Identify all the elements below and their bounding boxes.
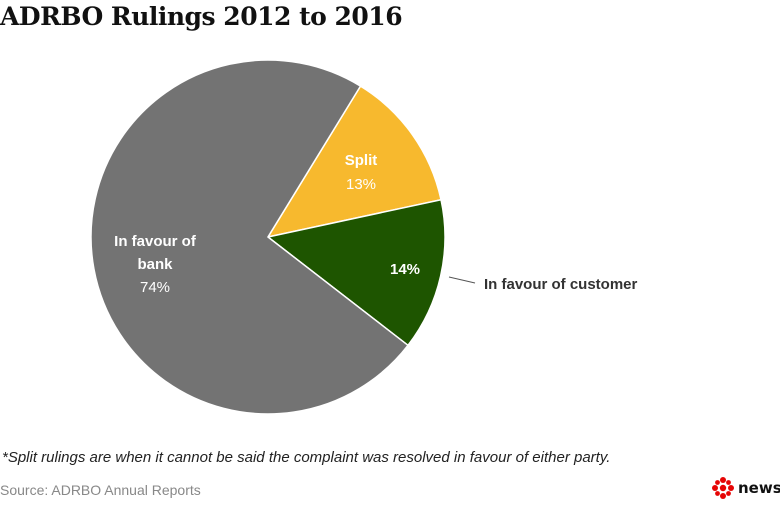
pie-label-split: Split bbox=[345, 152, 378, 169]
pie-slices bbox=[90, 59, 446, 415]
pie-label-bank-line2: bank bbox=[137, 256, 173, 273]
pie-callout-customer: In favour of customer bbox=[484, 276, 638, 293]
pie-slice-customer bbox=[266, 198, 446, 347]
logo-text: news bbox=[738, 479, 780, 497]
pie-label-bank-line1: In favour of bbox=[114, 233, 197, 250]
pie-value-bank: 74% bbox=[140, 279, 170, 296]
callout-line-customer bbox=[448, 276, 476, 284]
pie-value-customer: 14% bbox=[390, 261, 420, 278]
source-note: Source: ADRBO Annual Reports bbox=[0, 482, 201, 498]
pie-chart: In favour of bank 74% Split 13% 14% In favour … bbox=[90, 59, 638, 415]
cbc-gem-icon bbox=[712, 477, 734, 499]
pie-slice-bank bbox=[90, 59, 410, 415]
chart-title: ADRBO Rulings 2012 to 2016 bbox=[0, 2, 403, 31]
cbc-news-logo: news bbox=[711, 476, 780, 500]
pie-labels: In favour of bank 74% Split 13% 14% In favour … bbox=[114, 152, 637, 296]
pie-slice-split bbox=[266, 85, 442, 239]
footnote: *Split rulings are when it cannot be sai… bbox=[2, 449, 611, 466]
pie-value-split: 13% bbox=[346, 176, 376, 193]
